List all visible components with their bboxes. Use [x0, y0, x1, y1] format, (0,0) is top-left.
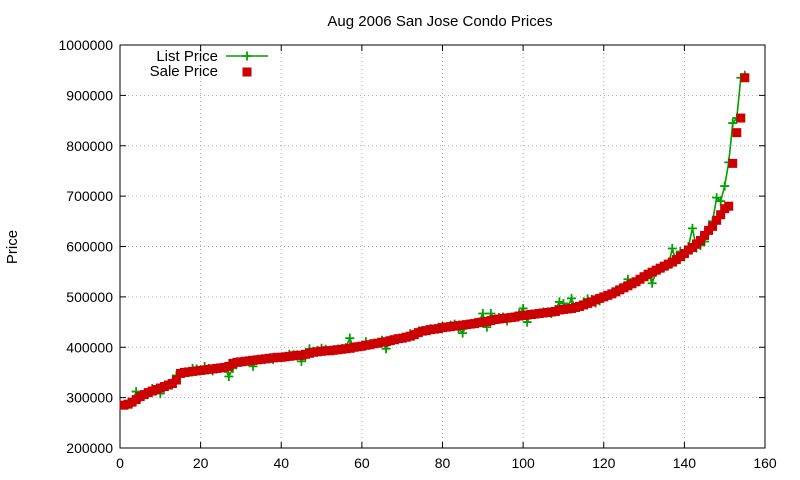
y-tick-label: 800000 — [66, 138, 113, 154]
sale-price-point — [696, 235, 705, 245]
x-tick-label: 0 — [116, 455, 124, 471]
list-price-point — [478, 308, 488, 318]
x-axis: 0 20 40 60 80 100 120 140 160 — [116, 45, 777, 471]
sale-price-point — [740, 73, 750, 83]
list-price-point — [647, 278, 657, 288]
y-axis: 200000 300000 400000 500000 600000 700000 8000… — [58, 37, 765, 456]
sale-price-point — [728, 158, 738, 168]
list-price-point — [687, 223, 697, 233]
legend-list-price-label: List Price — [156, 48, 218, 65]
list-price-line — [123, 74, 746, 406]
y-tick-label: 700000 — [66, 188, 113, 204]
y-tick-label: 300000 — [66, 390, 113, 406]
list-price-point — [458, 328, 468, 338]
sale-price-point — [736, 113, 746, 123]
sale-price-series — [119, 73, 750, 410]
y-axis-label: Price — [4, 230, 21, 264]
sale-price-point — [171, 375, 181, 385]
x-tick-label: 120 — [592, 455, 616, 471]
x-tick-label: 40 — [273, 455, 289, 471]
y-tick-label: 600000 — [66, 239, 113, 255]
chart-title: Aug 2006 San Jose Condo Prices — [327, 13, 552, 30]
y-tick-label: 1000000 — [58, 37, 113, 53]
x-tick-label: 20 — [193, 455, 209, 471]
sale-price-point — [700, 230, 710, 240]
legend-sale-price-label: Sale Price — [150, 63, 218, 80]
sale-price-point — [716, 210, 726, 220]
sale-price-point — [724, 201, 734, 211]
list-price-point — [554, 297, 564, 307]
x-tick-label: 100 — [511, 455, 535, 471]
grid — [120, 45, 765, 448]
list-price-point — [667, 244, 677, 254]
y-tick-label: 200000 — [66, 440, 113, 456]
list-price-point — [224, 371, 234, 381]
y-tick-label: 400000 — [66, 339, 113, 355]
list-price-point — [345, 333, 355, 343]
list-price-point — [567, 293, 576, 303]
x-tick-label: 160 — [753, 455, 777, 471]
x-tick-label: 80 — [435, 455, 451, 471]
x-tick-label: 60 — [354, 455, 370, 471]
legend-sale-price-marker — [242, 67, 252, 77]
y-tick-label: 900000 — [66, 87, 113, 103]
list-price-point — [728, 118, 738, 128]
list-price-point — [720, 181, 730, 191]
x-tick-label: 140 — [673, 455, 697, 471]
y-tick-label: 500000 — [66, 289, 113, 305]
list-price-series — [119, 70, 750, 410]
legend-list-price-marker — [242, 51, 252, 61]
sale-price-point — [732, 128, 742, 138]
sale-price-point — [708, 221, 718, 231]
sale-price-point — [712, 215, 722, 225]
list-price-point — [716, 196, 726, 206]
